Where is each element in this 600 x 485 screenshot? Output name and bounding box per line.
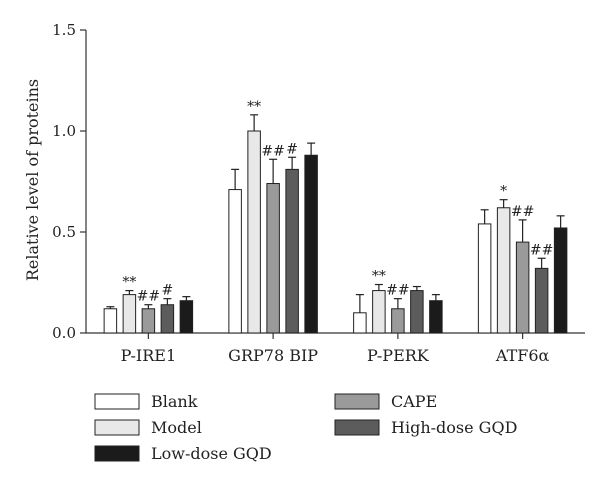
bar xyxy=(160,304,175,334)
bar xyxy=(515,241,530,334)
bar xyxy=(266,183,280,334)
bar xyxy=(141,308,156,334)
significance-label: ** xyxy=(247,99,261,115)
legend-label: CAPE xyxy=(391,392,437,411)
bar xyxy=(247,130,261,334)
legend-swatch xyxy=(334,393,380,410)
bar xyxy=(553,227,568,334)
legend-label: High-dose GQD xyxy=(391,418,517,437)
y-axis-title: Relative level of proteins xyxy=(23,79,42,281)
bar xyxy=(228,189,242,334)
significance-label: ## xyxy=(261,143,284,159)
bar xyxy=(353,312,367,334)
bar xyxy=(304,154,318,334)
axes: 0.0 0.5 1.0 1.5 P-IRE1 GRP78 BIP P-PERK ATF6α xyxy=(52,21,585,365)
significance-label: ## xyxy=(386,283,409,299)
legend-swatch xyxy=(334,419,380,436)
bar xyxy=(534,267,549,334)
significance-label: ** xyxy=(372,269,386,285)
significance-label: # xyxy=(162,283,174,299)
significance-label: * xyxy=(500,184,507,200)
legend-swatch xyxy=(94,393,140,410)
legend: Blank CAPE Model High-dose GQD Low-dose GQD xyxy=(94,392,517,463)
legend-label: Low-dose GQD xyxy=(151,444,272,463)
bar xyxy=(285,168,299,334)
legend-swatch xyxy=(94,445,140,462)
significance-label: ** xyxy=(122,275,136,291)
legend-label: Blank xyxy=(151,392,198,411)
y-tick-label: 0.0 xyxy=(52,324,76,342)
bar xyxy=(496,207,511,334)
bar xyxy=(179,300,194,334)
bar xyxy=(122,294,137,334)
significance-label: # xyxy=(286,141,298,157)
x-tick-label: ATF6α xyxy=(495,346,550,365)
bar xyxy=(410,290,424,334)
bars: **## #**## #**##*#### xyxy=(103,99,568,334)
x-tick-label: GRP78 BIP xyxy=(228,346,318,365)
y-tick-label: 1.0 xyxy=(52,122,76,140)
bar xyxy=(429,300,443,334)
legend-swatch xyxy=(94,419,140,436)
significance-label: ## xyxy=(511,204,534,220)
y-tick-label: 0.5 xyxy=(52,223,76,241)
y-tick-label: 1.5 xyxy=(52,21,76,39)
bar xyxy=(372,290,386,334)
bar xyxy=(391,308,405,334)
bar xyxy=(477,223,492,334)
bar xyxy=(103,308,118,334)
x-tick-label: P-PERK xyxy=(367,346,430,365)
x-tick-label: P-IRE1 xyxy=(121,346,177,365)
legend-label: Model xyxy=(151,418,202,437)
significance-label: ## xyxy=(137,289,160,305)
significance-label: ## xyxy=(530,242,553,258)
